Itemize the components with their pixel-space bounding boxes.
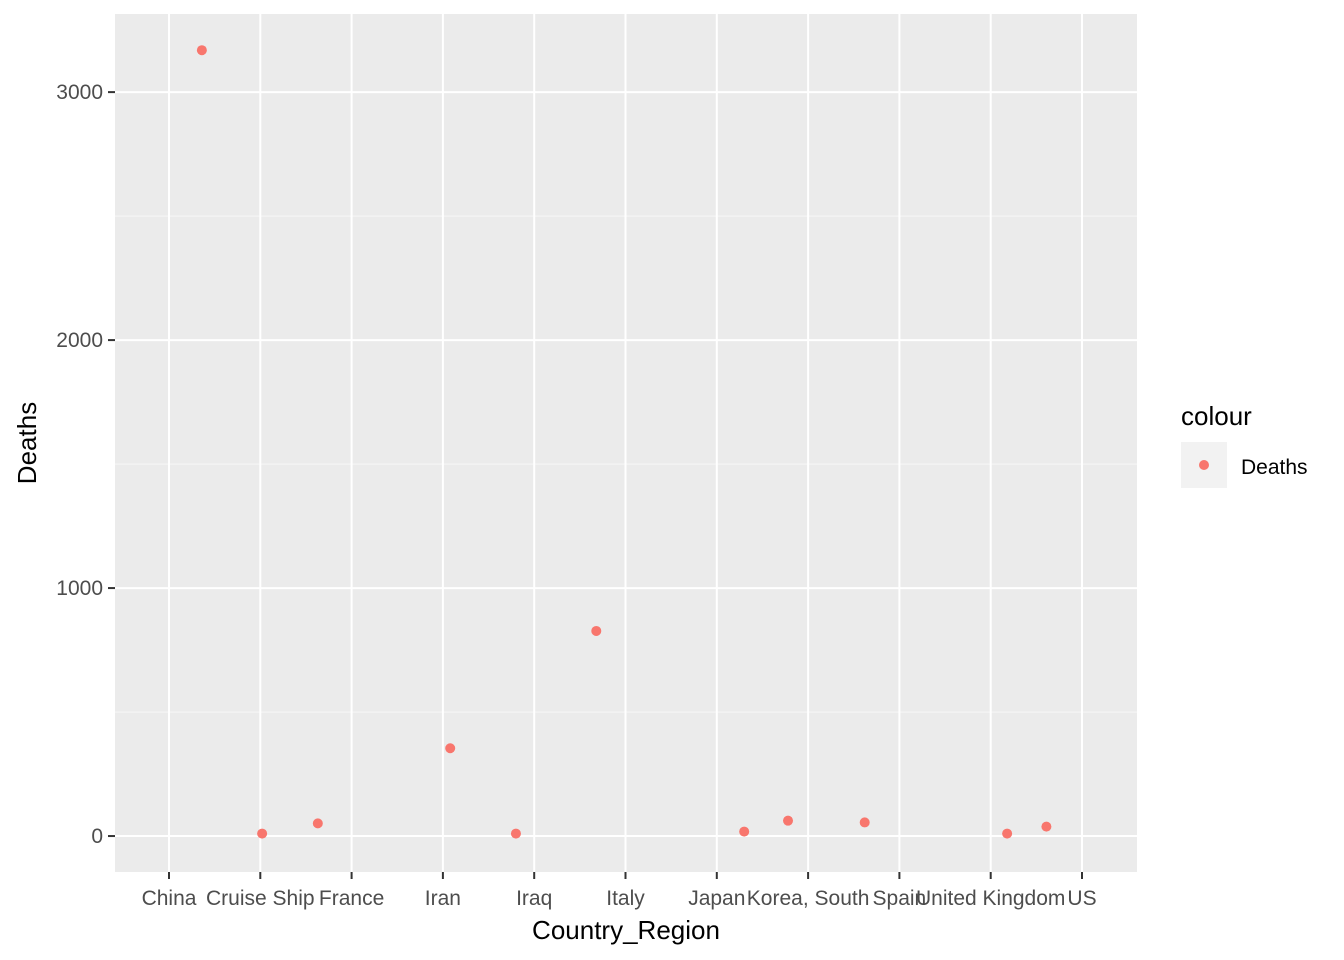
y-axis-ticks: 0 1000 2000 3000: [56, 81, 115, 848]
x-axis-ticks: China Cruise Ship France Iran Iraq Italy Japan…: [142, 872, 1097, 910]
data-point: [510, 828, 521, 839]
legend-title: colour: [1181, 401, 1252, 431]
x-tick-label: Spain: [873, 887, 927, 910]
x-tick-label: France: [319, 887, 384, 910]
x-tick-label: Iran: [425, 887, 461, 910]
x-tick-label: Italy: [606, 887, 645, 910]
legend-entry-deaths: Deaths: [1241, 456, 1308, 479]
x-tick-label: US: [1067, 887, 1096, 910]
x-axis-title: Country_Region: [532, 915, 720, 945]
data-point: [783, 815, 794, 826]
y-tick-label: 3000: [56, 81, 103, 104]
data-point: [739, 826, 750, 837]
y-tick-label: 1000: [56, 577, 103, 600]
data-point: [196, 45, 207, 56]
data-point: [859, 817, 870, 828]
data-point: [445, 743, 456, 754]
y-tick-label: 2000: [56, 329, 103, 352]
legend: colour Deaths: [1181, 401, 1308, 488]
x-tick-label: China: [142, 887, 197, 910]
data-point: [257, 828, 268, 839]
x-tick-label: United Kingdom: [916, 887, 1065, 910]
data-points: [196, 45, 1052, 839]
data-point: [591, 625, 602, 636]
major-gridlines: [115, 14, 1137, 872]
data-point: [312, 818, 323, 829]
x-tick-label: Iraq: [516, 887, 552, 910]
x-tick-label: Japan: [688, 887, 745, 910]
y-axis-title: Deaths: [12, 402, 42, 484]
y-tick-label: 0: [91, 825, 103, 848]
data-point: [1041, 821, 1052, 832]
x-tick-label: Korea, South: [747, 887, 870, 910]
data-point: [1002, 828, 1013, 839]
x-tick-label: Cruise Ship: [206, 887, 315, 910]
legend-key-point: [1199, 460, 1209, 470]
